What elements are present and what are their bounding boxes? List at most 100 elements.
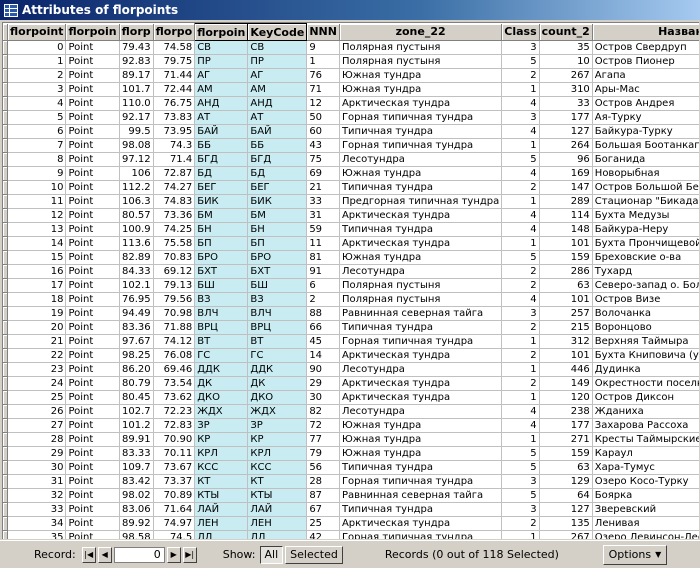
table-cell: ПР <box>247 54 308 69</box>
row-selector[interactable] <box>3 96 8 111</box>
table-row[interactable]: 18 Point 76.95 79.56 ВЗ ВЗ 2 Полярная пустыня 4 1… <box>3 292 699 307</box>
row-selector[interactable] <box>3 54 8 69</box>
table-row[interactable]: 10 Point 112.2 74.27 БЕГ БЕГ 21 Типичная тундра… <box>3 180 699 195</box>
row-selector[interactable] <box>3 40 8 55</box>
column-header[interactable]: florpoint <box>7 23 67 41</box>
row-selector[interactable] <box>3 432 8 447</box>
row-selector[interactable] <box>3 166 8 181</box>
column-header[interactable]: count_2 <box>539 23 593 41</box>
table-row[interactable]: 30 Point 109.7 73.67 КСС КСС 56 Типичная тундра… <box>3 460 699 475</box>
table-row[interactable]: 27 Point 101.2 72.83 ЗР ЗР 72 Южная тундра 4 177 З… <box>3 418 699 433</box>
table-row[interactable]: 3 Point 101.7 72.44 АМ АМ 71 Южная тундра 1 310 Ар… <box>3 82 699 97</box>
table-row[interactable]: 7 Point 98.08 74.3 ББ ББ 43 Горная типичная тун… <box>3 138 699 153</box>
row-selector[interactable] <box>3 474 8 489</box>
row-selector[interactable] <box>3 236 8 251</box>
row-selector[interactable] <box>3 460 8 475</box>
table-cell: ГС <box>194 348 249 363</box>
table-row[interactable]: 26 Point 102.7 72.23 ЖДХ ЖДХ 82 Лесотундра 4 238 Ж… <box>3 404 699 419</box>
row-selector[interactable] <box>3 124 8 139</box>
row-selector[interactable] <box>3 516 8 531</box>
table-row[interactable]: 35 Point 98.58 74.5 ЛЛ ЛЛ 42 Горная типичная ту… <box>3 530 699 539</box>
table-cell: 312 <box>539 334 593 349</box>
column-header[interactable]: Class <box>501 23 540 41</box>
row-selector[interactable] <box>3 348 8 363</box>
row-selector[interactable] <box>3 376 8 391</box>
row-selector[interactable] <box>3 194 8 209</box>
first-record-button[interactable]: |◀ <box>81 546 96 563</box>
row-selector[interactable] <box>3 264 8 279</box>
table-row[interactable]: 8 Point 97.12 71.4 БГД БГД 75 Лесотундра 5 96 Бога… <box>3 152 699 167</box>
row-selector[interactable] <box>3 362 8 377</box>
row-selector[interactable] <box>3 390 8 405</box>
table-row[interactable]: 5 Point 92.17 73.83 АТ АТ 50 Горная типичная ту… <box>3 110 699 125</box>
table-row[interactable]: 9 Point 106 72.87 БД БД 69 Южная тундра 4 169 Ново… <box>3 166 699 181</box>
table-row[interactable]: 33 Point 83.06 71.64 ЛАЙ ЛАЙ 67 Типичная тундра… <box>3 502 699 517</box>
row-selector[interactable] <box>3 222 8 237</box>
row-selector[interactable] <box>3 488 8 503</box>
table-cell: ЗР <box>194 418 249 433</box>
row-selector[interactable] <box>3 110 8 125</box>
table-row[interactable]: 17 Point 102.1 79.13 БШ БШ 6 Полярная пустыня 2 6… <box>3 278 699 293</box>
row-selector[interactable] <box>3 320 8 335</box>
row-selector[interactable] <box>3 446 8 461</box>
column-header[interactable]: zone_22 <box>339 23 503 41</box>
table-row[interactable]: 6 Point 99.5 73.95 БАЙ БАЙ 60 Типичная тундра 4 1… <box>3 124 699 139</box>
table-row[interactable]: 24 Point 80.79 73.54 ДК ДК 29 Арктическая тундр… <box>3 376 699 391</box>
show-selected-button[interactable]: Selected <box>285 545 343 564</box>
table-row[interactable]: 21 Point 97.67 74.12 ВТ ВТ 45 Горная типичная т… <box>3 334 699 349</box>
table-row[interactable]: 1 Point 92.83 79.75 ПР ПР 1 Полярная пустыня 5 10… <box>3 54 699 69</box>
table-cell: БРО <box>247 250 308 265</box>
table-row[interactable]: 0 Point 79.43 74.58 СВ СВ 9 Полярная пустыня 3 35… <box>3 40 699 55</box>
row-selector[interactable] <box>3 278 8 293</box>
column-header[interactable]: florp <box>119 23 154 41</box>
row-selector[interactable] <box>3 68 8 83</box>
column-header[interactable]: florpoin <box>194 23 249 41</box>
row-selector[interactable] <box>3 208 8 223</box>
table-row[interactable]: 11 Point 106.3 74.83 БИК БИК 33 Предгорная типи… <box>3 194 699 209</box>
row-selector[interactable] <box>3 418 8 433</box>
table-row[interactable]: 34 Point 89.92 74.97 ЛЕН ЛЕН 25 Арктическая тун… <box>3 516 699 531</box>
record-number-input[interactable]: 0 <box>113 546 165 563</box>
table-row[interactable]: 29 Point 83.33 70.11 КРЛ КРЛ 79 Южная тундра 5 15… <box>3 446 699 461</box>
table-row[interactable]: 15 Point 82.89 70.83 БРО БРО 81 Южная тундра 5 15… <box>3 250 699 265</box>
show-all-button[interactable]: All <box>259 545 284 564</box>
row-selector[interactable] <box>3 292 8 307</box>
window-titlebar[interactable]: Attributes of florpoints <box>0 0 700 20</box>
row-selector[interactable] <box>3 404 8 419</box>
table-row[interactable]: 14 Point 113.6 75.58 БП БП 11 Арктическая тундр… <box>3 236 699 251</box>
table-row[interactable]: 13 Point 100.9 74.25 БН БН 59 Типичная тундра 4 1… <box>3 222 699 237</box>
table-row[interactable]: 25 Point 80.45 73.62 ДКО ДКО 30 Арктическая тун… <box>3 390 699 405</box>
table-row[interactable]: 16 Point 84.33 69.12 БХТ БХТ 91 Лесотундра 2 286 Т… <box>3 264 699 279</box>
column-header[interactable]: florpoin <box>65 23 120 41</box>
row-selector[interactable] <box>3 250 8 265</box>
table-row[interactable]: 19 Point 94.49 70.98 ВЛЧ ВЛЧ 88 Равнинная север… <box>3 306 699 321</box>
table-cell: Арктическая тундра <box>339 390 503 405</box>
row-selector[interactable] <box>3 530 8 539</box>
row-selector[interactable] <box>3 82 8 97</box>
row-selector[interactable] <box>3 334 8 349</box>
column-header[interactable]: Название <box>592 23 699 41</box>
prev-record-button[interactable]: ◀ <box>97 546 112 563</box>
next-record-button[interactable]: ▶ <box>166 546 181 563</box>
row-selector[interactable] <box>3 180 8 195</box>
row-selector[interactable] <box>3 502 8 517</box>
column-header[interactable]: florpo <box>153 23 196 41</box>
table-row[interactable]: 23 Point 86.20 69.46 ДДК ДДК 90 Лесотундра 1 446 Д… <box>3 362 699 377</box>
table-row[interactable]: 31 Point 83.42 73.37 КТ КТ 28 Горная типичная т… <box>3 474 699 489</box>
table-row[interactable]: 4 Point 110.0 76.75 АНД АНД 12 Арктическая тунд… <box>3 96 699 111</box>
column-header[interactable]: NNN <box>306 23 340 41</box>
table-row[interactable]: 32 Point 98.02 70.89 КТЫ КТЫ 87 Равнинная север… <box>3 488 699 503</box>
table-row[interactable]: 20 Point 83.36 71.88 ВРЦ ВРЦ 66 Типичная тундра… <box>3 320 699 335</box>
last-record-button[interactable]: ▶| <box>182 546 197 563</box>
row-selector[interactable] <box>3 138 8 153</box>
table-row[interactable]: 2 Point 89.17 71.44 АГ АГ 76 Южная тундра 2 267 Аг… <box>3 68 699 83</box>
options-button[interactable]: Options ▼ <box>602 544 667 565</box>
table-cell: 271 <box>539 432 593 447</box>
attribute-table[interactable]: florpoint florpoin florp florpo florpoin KeyC… <box>2 22 699 539</box>
row-selector[interactable] <box>3 306 8 321</box>
table-row[interactable]: 22 Point 98.25 76.08 ГС ГС 14 Арктическая тундр… <box>3 348 699 363</box>
table-row[interactable]: 12 Point 80.57 73.36 БМ БМ 31 Арктическая тундр… <box>3 208 699 223</box>
column-header[interactable]: KeyCode <box>247 23 308 41</box>
table-row[interactable]: 28 Point 89.91 70.90 КР КР 77 Южная тундра 1 271 К… <box>3 432 699 447</box>
row-selector[interactable] <box>3 152 8 167</box>
